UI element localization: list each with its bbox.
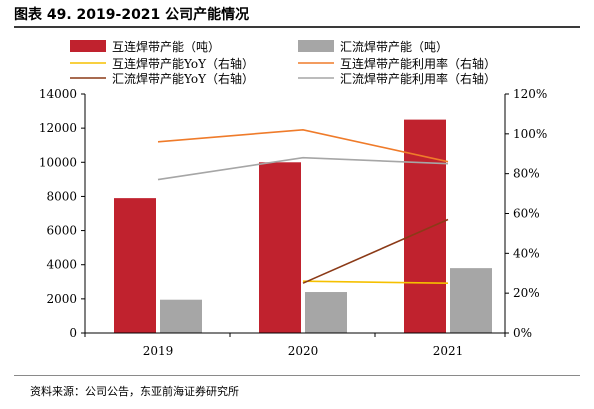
y-right-tick-label-5: 100% bbox=[513, 127, 547, 141]
y-left-tick-label-0: 0 bbox=[69, 326, 77, 340]
x-tick-label-2020: 2020 bbox=[288, 344, 319, 358]
x-tick-label-2021: 2021 bbox=[433, 344, 464, 358]
line-series-3 bbox=[157, 156, 449, 181]
y-right-tick-label-3: 60% bbox=[513, 207, 540, 221]
source-rule bbox=[14, 375, 580, 376]
y-left-tick-label-7: 14000 bbox=[39, 87, 77, 101]
y-left-tick-label-6: 12000 bbox=[39, 121, 77, 135]
line-series-2 bbox=[302, 218, 449, 284]
bar-huiliu-2020 bbox=[305, 292, 347, 333]
y-right-tick-label-4: 80% bbox=[513, 167, 540, 181]
y-left-tick-label-4: 8000 bbox=[46, 189, 77, 203]
legend-label-2: 互连焊带产能YoY（右轴） bbox=[112, 56, 254, 71]
x-tick-label-2019: 2019 bbox=[143, 344, 174, 358]
y-left-tick-label-3: 6000 bbox=[46, 224, 77, 238]
legend-label-3: 互连焊带产能利用率（右轴） bbox=[340, 56, 496, 71]
y-left-tick-label-2: 4000 bbox=[46, 258, 77, 272]
y-left-tick-label-1: 2000 bbox=[46, 292, 77, 306]
title-rule bbox=[14, 26, 580, 28]
legend: 互连焊带产能（吨） 汇流焊带产能（吨） 互连焊带产能YoY（右轴） 互连焊带产能利用率… bbox=[70, 39, 496, 86]
line-series-1 bbox=[157, 128, 449, 163]
y-right-tick-label-6: 120% bbox=[513, 87, 547, 101]
legend-label-4: 汇流焊带产能YoY（右轴） bbox=[112, 71, 254, 86]
line-series-0 bbox=[302, 280, 449, 284]
bar-huiliu-2019 bbox=[160, 299, 202, 333]
plot-area: 0 2000 4000 6000 8000 10000 12000 14000 0% 20% 40%… bbox=[39, 87, 548, 358]
y-left-tick-label-5: 10000 bbox=[39, 155, 77, 169]
legend-swatch-bar-0 bbox=[70, 40, 106, 52]
legend-label-1: 汇流焊带产能（吨） bbox=[340, 39, 448, 54]
source-note: 资料来源：公司公告，东亚前海证券研究所 bbox=[30, 385, 239, 398]
y-right-tick-label-0: 0% bbox=[513, 326, 532, 340]
y-right-tick-label-2: 40% bbox=[513, 246, 540, 260]
bar-hulian-2019 bbox=[114, 198, 156, 333]
figure-title: 图表 49. 2019-2021 公司产能情况 bbox=[14, 7, 250, 23]
legend-label-0: 互连焊带产能（吨） bbox=[112, 39, 220, 54]
bar-huiliu-2021 bbox=[450, 268, 492, 333]
legend-swatch-bar-1 bbox=[298, 40, 334, 52]
bar-hulian-2020 bbox=[259, 162, 301, 333]
y-right-tick-label-1: 20% bbox=[513, 286, 540, 300]
legend-label-5: 汇流焊带产能利用率（右轴） bbox=[340, 71, 496, 86]
bar-hulian-2021 bbox=[404, 119, 446, 333]
